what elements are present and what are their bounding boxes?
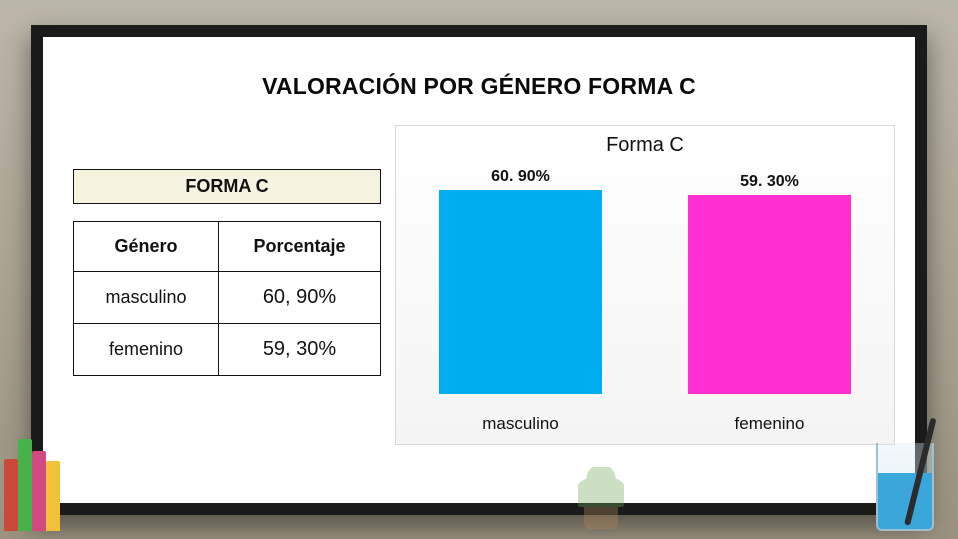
bar-group-femenino: 59. 30% [670,195,869,394]
bar-masculino [439,190,602,394]
slide-title: VALORACIÓN POR GÉNERO FORMA C [43,73,915,100]
table-cell-value: 60, 90% [219,271,381,323]
table-header-genero: Género [74,221,219,271]
slide-board: VALORACIÓN POR GÉNERO FORMA C FORMA C Gé… [31,25,927,515]
chart-axis-labels: masculino femenino [396,414,894,434]
table-header-porcentaje: Porcentaje [219,221,381,271]
axis-label-femenino: femenino [670,414,869,434]
chart-title: Forma C [396,126,894,157]
bar-femenino [688,195,851,394]
decor-beaker [868,419,942,531]
bar-value-label: 60. 90% [421,168,620,186]
data-table: FORMA C Género Porcentaje masculino 60, … [73,169,381,376]
chart-plot-area: 60. 90% 59. 30% [396,188,894,394]
table-row: femenino 59, 30% [74,323,381,375]
table-caption: FORMA C [74,169,381,203]
axis-label-masculino: masculino [421,414,620,434]
bar-group-masculino: 60. 90% [421,190,620,394]
table-cell-label: masculino [74,271,219,323]
table-row: masculino 60, 90% [74,271,381,323]
decor-plant [560,459,640,529]
bar-value-label: 59. 30% [670,173,869,191]
table-cell-value: 59, 30% [219,323,381,375]
bar-chart: Forma C 60. 90% 59. 30% masculino femeni… [395,125,895,445]
table-cell-label: femenino [74,323,219,375]
decor-books [4,435,66,531]
